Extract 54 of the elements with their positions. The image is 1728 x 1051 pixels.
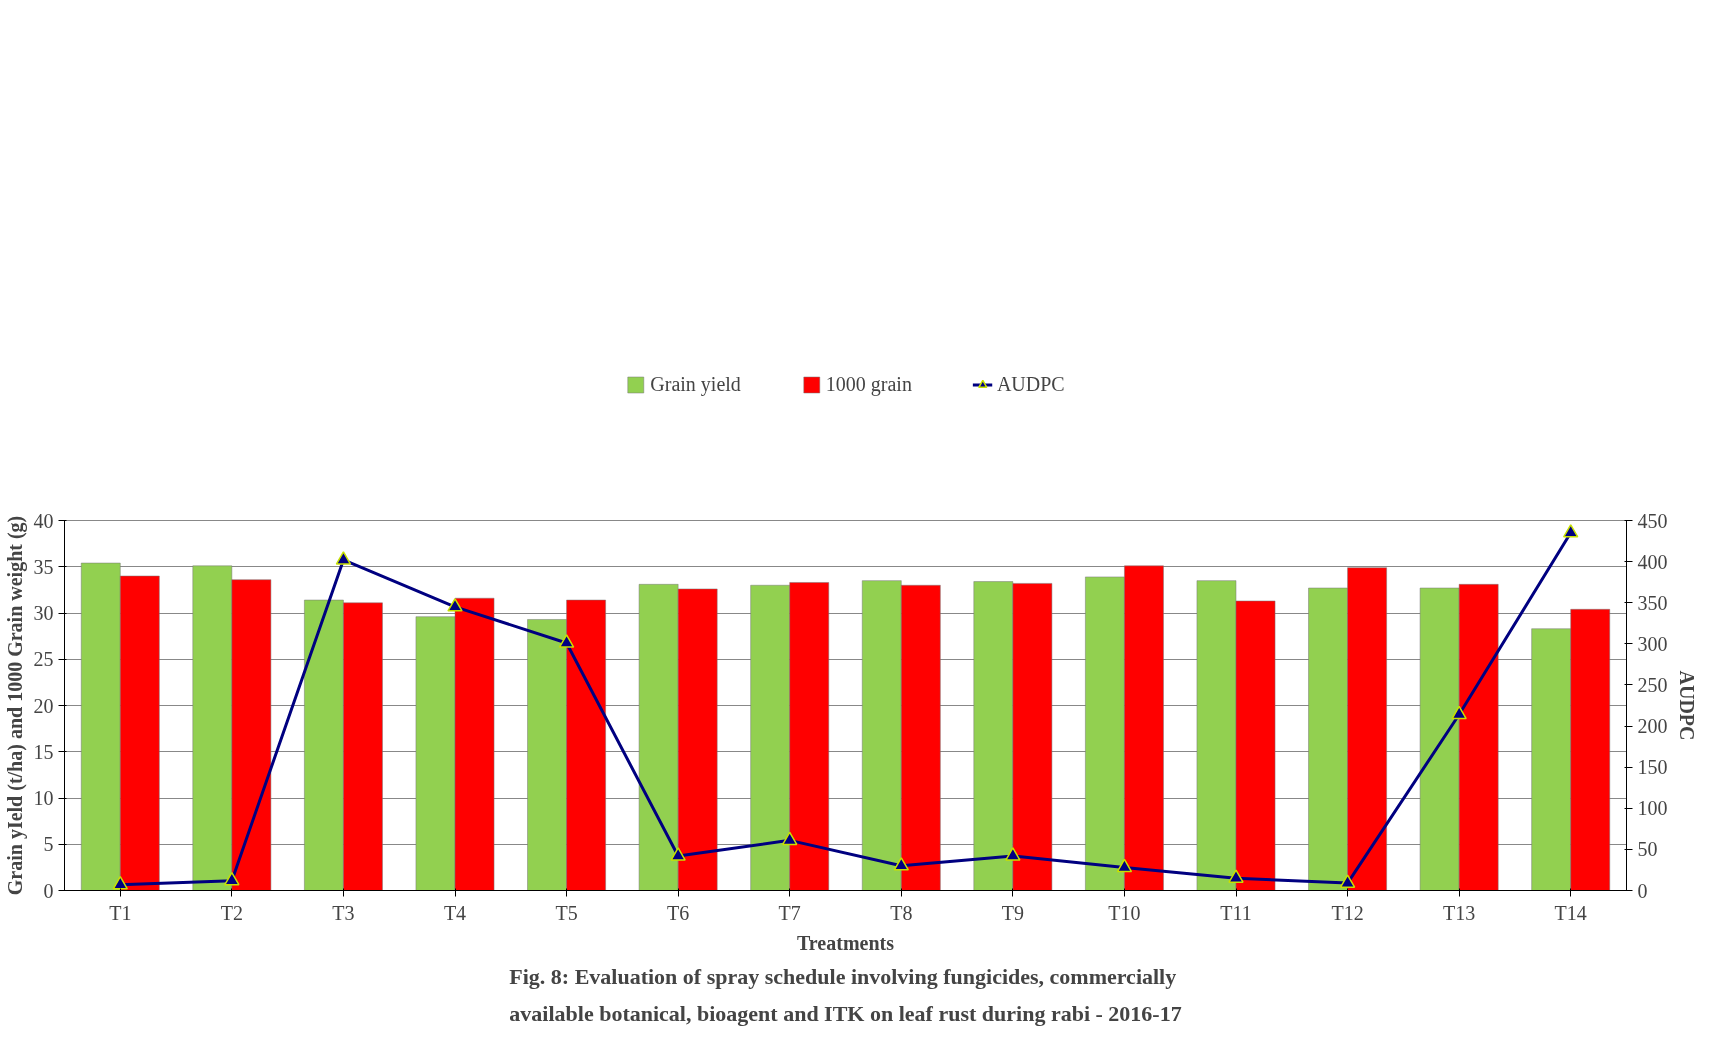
y2-tick-label: 450: [1637, 509, 1668, 532]
x-tick-label: T6: [667, 901, 690, 924]
y2-tick-label: 50: [1637, 838, 1658, 861]
y-tick-label: 40: [33, 509, 54, 532]
legend-label: AUDPC: [996, 372, 1065, 396]
x-tick-label: T8: [890, 901, 913, 924]
y-tick-label: 30: [33, 602, 54, 624]
y2-tick-label: 250: [1637, 673, 1668, 696]
x-tick-label: T9: [1001, 901, 1024, 924]
y2-tick-label: 350: [1637, 591, 1668, 614]
y-tick-label: 20: [33, 694, 54, 717]
x-tick-label: T13: [1443, 901, 1476, 924]
point: [558, 634, 575, 648]
point: [1228, 869, 1244, 883]
x-tick-label: T10: [1108, 901, 1141, 924]
point: [893, 857, 910, 871]
point: [670, 847, 686, 861]
y-tick-label: 10: [33, 787, 54, 809]
y2-tick-label: 100: [1637, 797, 1668, 820]
point: [112, 875, 129, 890]
text: Fig. 8: Evaluation of spray schedule involving fungicides, commercially available botanical, bioagent and ITK on leaf rust during rabi - 2016-17: [509, 963, 1182, 1026]
y-tick-label: 0: [43, 879, 54, 902]
point: [1005, 847, 1021, 861]
point: [447, 598, 463, 612]
x-tick-label: T2: [220, 901, 243, 924]
x-tick-label: T14: [1554, 901, 1587, 924]
point: [781, 831, 798, 846]
x-tick-label: T7: [778, 901, 801, 924]
y2-tick-label: 0: [1637, 879, 1648, 902]
x-tick-label: T12: [1331, 901, 1364, 924]
point: [224, 871, 240, 886]
point: [1562, 524, 1579, 538]
point: [1451, 705, 1467, 720]
y-tick-label: 15: [33, 740, 54, 763]
y2-tick-label: 400: [1637, 550, 1668, 573]
y-tick-label: 35: [33, 555, 54, 578]
x-tick-label: T1: [109, 901, 132, 924]
y2-tick-label: 200: [1637, 715, 1668, 738]
legend-label: Grain yield: [650, 372, 741, 396]
x-tick-label: T5: [555, 901, 578, 924]
point: [335, 551, 352, 565]
y2-tick-label: 300: [1637, 632, 1668, 655]
legend-label: 1000 grain: [825, 372, 912, 396]
y-tick-label: 5: [43, 833, 54, 856]
y-axis-title: Grain yIeld (t/ha) and 1000 Grain weight (g): [3, 515, 27, 896]
x-tick-label: T11: [1220, 901, 1252, 924]
x-tick-label: T3: [332, 901, 355, 924]
point: [1339, 874, 1356, 888]
x-tick-label: T4: [443, 901, 467, 924]
x-axis-title: Treatments: [796, 931, 895, 954]
y2-tick-label: 150: [1637, 756, 1668, 779]
y-tick-label: 25: [33, 648, 54, 671]
point: [1116, 858, 1133, 873]
y2-axis-title: AUDPC: [1675, 670, 1698, 741]
